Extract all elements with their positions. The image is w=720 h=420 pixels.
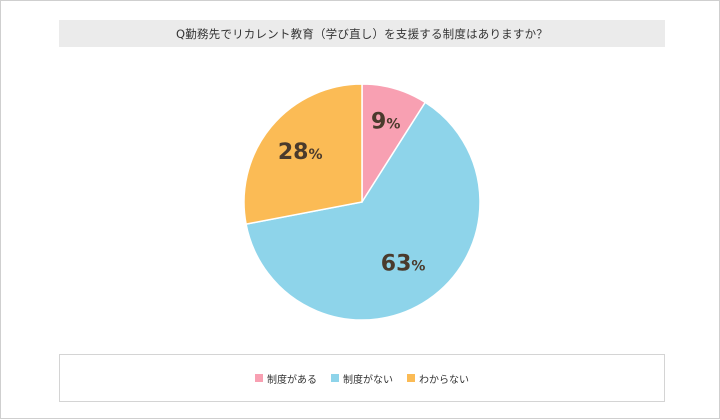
legend-item-2: わからない	[407, 371, 469, 386]
legend-label-2: わからない	[419, 374, 469, 386]
pie-slice-1	[245, 101, 481, 321]
legend-label-1: 制度がない	[343, 374, 393, 386]
chart-title: Q勤務先でリカレント教育（学び直し）を支援する制度はありますか？	[59, 20, 665, 47]
legend-swatch-2	[407, 374, 415, 382]
legend-item-1: 制度がない	[331, 371, 393, 386]
legend-swatch-0	[255, 374, 263, 382]
slice-value-label-1: 63%	[381, 252, 426, 277]
legend-item-0: 制度がある	[255, 371, 317, 386]
legend-label-0: 制度がある	[267, 374, 317, 386]
legend-swatch-1	[331, 374, 339, 382]
legend: 制度がある 制度がない わからない	[59, 354, 665, 402]
slice-value-label-2: 28%	[278, 140, 323, 165]
pie-slice-2	[243, 83, 363, 225]
slice-value-label-0: 9%	[371, 109, 400, 134]
